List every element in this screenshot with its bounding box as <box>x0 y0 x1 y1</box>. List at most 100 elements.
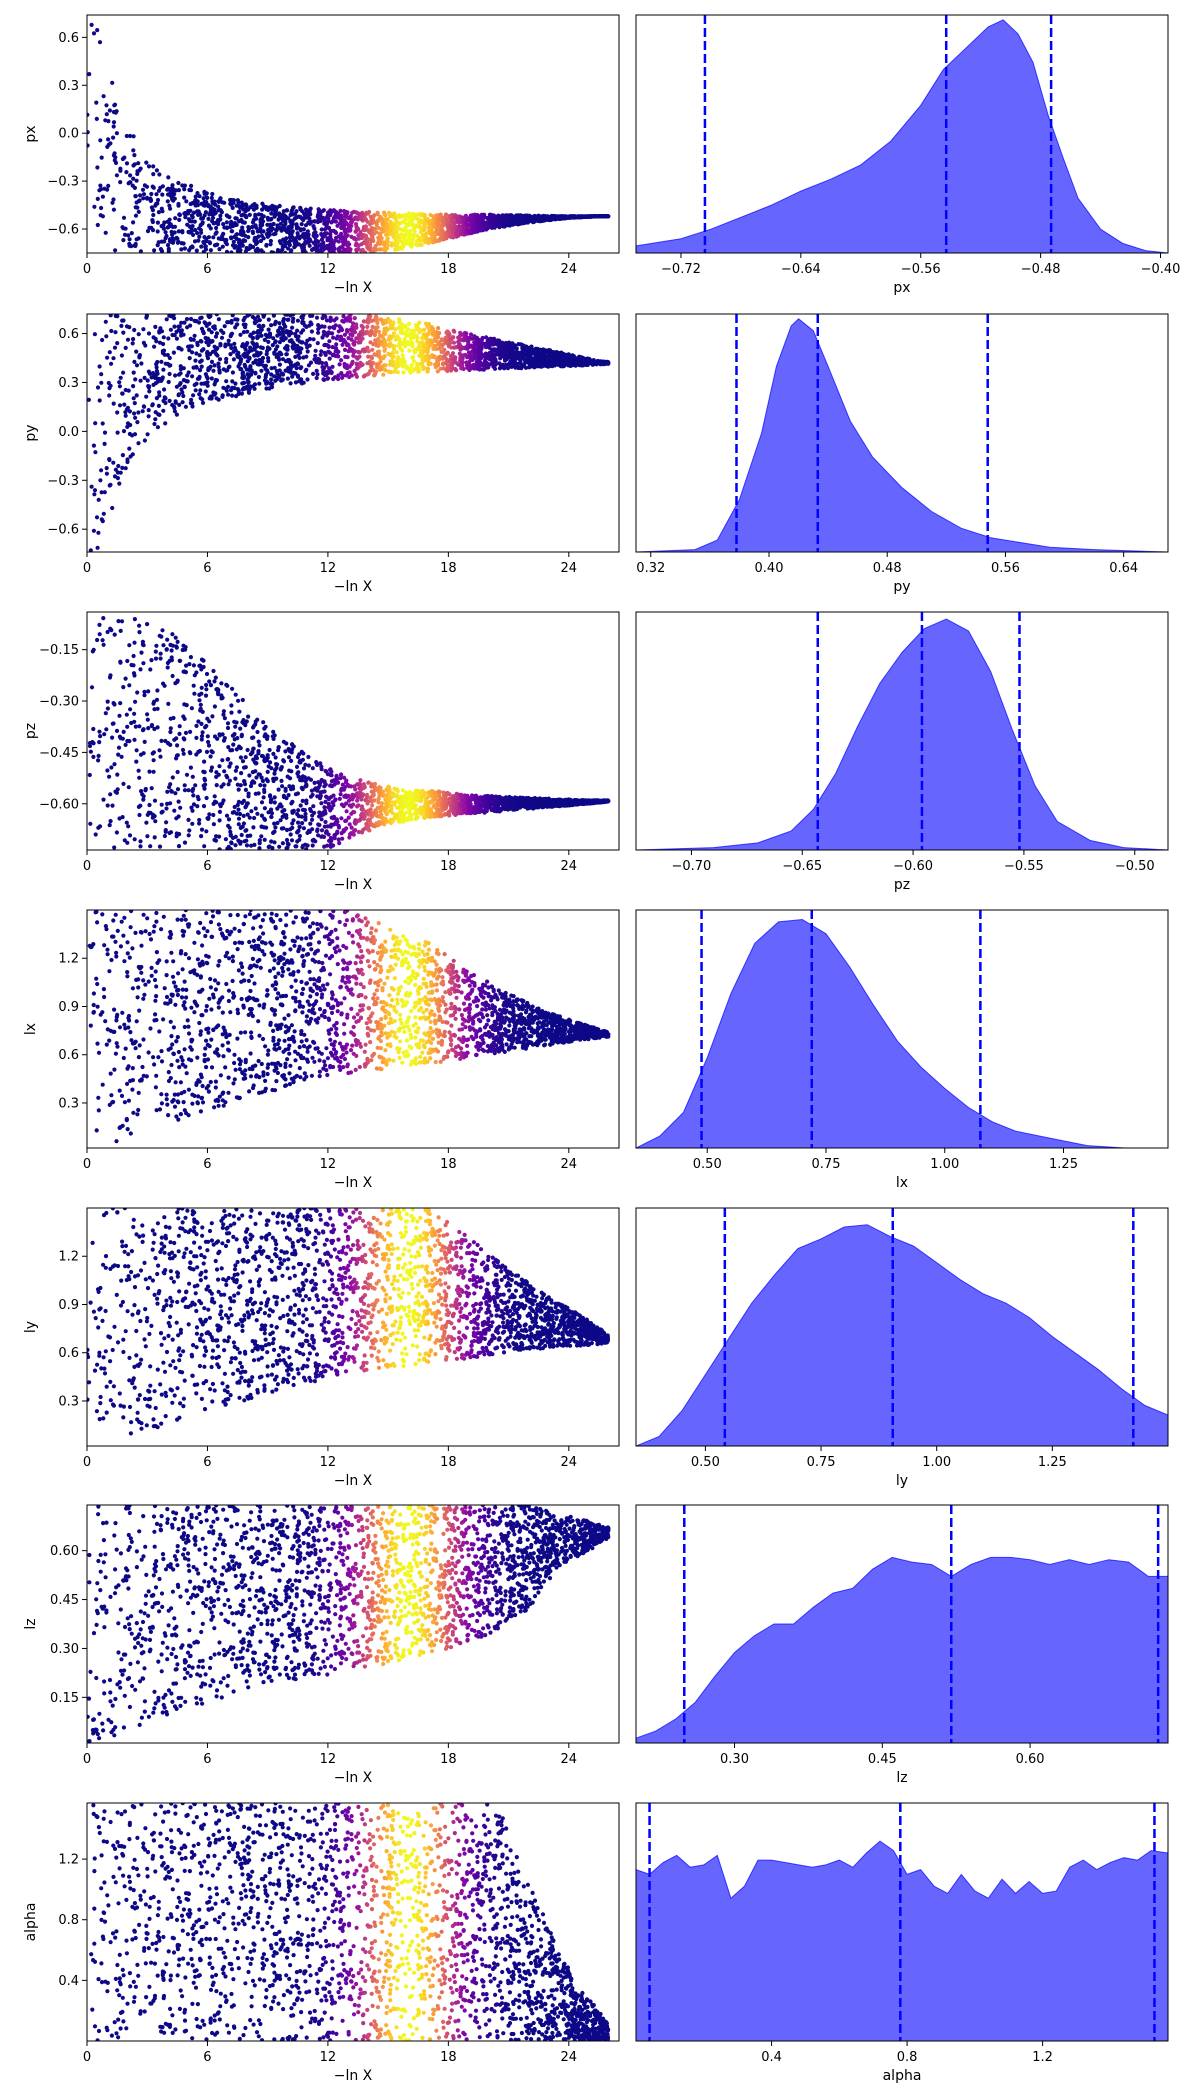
scatter-point <box>103 319 108 324</box>
scatter-point <box>237 209 242 214</box>
scatter-point <box>193 358 198 363</box>
x-tick-label: 0.64 <box>1109 561 1138 576</box>
y-tick-label: 0.6 <box>58 327 79 342</box>
scatter-point <box>600 214 605 219</box>
scatter-point <box>375 212 380 217</box>
scatter-point <box>217 247 222 252</box>
scatter-point <box>197 234 202 239</box>
scatter-point <box>92 488 98 493</box>
scatter-point <box>322 377 327 382</box>
scatter-point <box>118 180 123 185</box>
scatter-point <box>200 216 206 221</box>
scatter-point <box>127 409 132 414</box>
scatter-point <box>266 359 271 364</box>
scatter-point <box>218 213 223 218</box>
scatter-point <box>456 227 461 232</box>
scatter-point <box>338 216 343 221</box>
scatter-point <box>347 318 352 323</box>
scatter-point <box>193 198 198 203</box>
scatter-point <box>420 361 425 366</box>
scatter-point <box>427 228 432 233</box>
scatter-point <box>469 356 474 361</box>
scatter-point <box>368 330 373 335</box>
scatter-point <box>261 363 266 368</box>
scatter-point <box>432 224 437 229</box>
scatter-point <box>257 228 262 233</box>
scatter-point <box>355 356 360 361</box>
scatter-point <box>182 195 187 200</box>
scatter-point <box>299 377 304 382</box>
scatter-point <box>265 334 270 339</box>
scatter-point <box>336 239 341 244</box>
scatter-point <box>466 340 471 345</box>
scatter-point <box>188 323 193 328</box>
scatter-point <box>273 231 278 236</box>
scatter-point <box>437 346 442 351</box>
scatter-point <box>288 231 294 236</box>
scatter-point <box>314 368 319 373</box>
scatter-point <box>484 360 489 365</box>
scatter-point <box>146 384 151 389</box>
scatter-point <box>208 394 213 399</box>
scatter-point <box>452 360 457 365</box>
scatter-point <box>230 393 235 398</box>
scatter-point <box>94 515 100 520</box>
scatter-point <box>150 403 155 408</box>
scatter-point <box>259 368 264 373</box>
scatter-point <box>268 238 273 244</box>
scatter-point <box>258 238 264 243</box>
scatter-point <box>369 354 374 360</box>
scatter-point <box>272 351 277 356</box>
scatter-point <box>141 192 147 197</box>
scatter-point <box>268 242 273 247</box>
scatter-point <box>180 229 185 234</box>
scatter-point <box>266 356 271 361</box>
scatter-point <box>152 248 157 253</box>
scatter-point <box>152 421 157 427</box>
scatter-point <box>230 385 235 390</box>
y-tick-label: 0.3 <box>58 376 79 391</box>
scatter-point <box>286 317 291 322</box>
scatter-point <box>347 370 352 375</box>
scatter-point <box>138 249 143 253</box>
scatter-point <box>435 238 440 243</box>
scatter-point <box>340 318 345 324</box>
scatter-point <box>133 241 138 247</box>
scatter-point <box>233 381 238 386</box>
scatter-point <box>307 216 312 221</box>
scatter-point <box>231 357 236 362</box>
x-tick-label: 12 <box>320 561 337 576</box>
scatter-point <box>150 228 156 233</box>
scatter-point <box>412 334 417 339</box>
scatter-point <box>399 322 404 327</box>
scatter-point <box>147 389 152 394</box>
scatter-point <box>296 362 301 367</box>
scatter-point <box>192 333 197 338</box>
scatter-point <box>120 391 125 396</box>
scatter-point <box>285 376 290 381</box>
scatter-point <box>324 372 329 377</box>
x-tick-label: −0.48 <box>1021 262 1061 277</box>
scatter-point <box>130 183 135 188</box>
scatter-point <box>495 340 500 345</box>
scatter-point <box>322 221 327 226</box>
scatter-point <box>166 224 171 230</box>
scatter-point <box>93 421 98 426</box>
scatter-point <box>303 215 308 220</box>
scatter-point <box>488 339 493 344</box>
scatter-point <box>331 245 336 250</box>
scatter-point <box>371 213 376 218</box>
scatter-point <box>460 360 465 366</box>
scatter-point <box>374 343 379 348</box>
scatter-point <box>443 212 449 217</box>
scatter-point <box>247 386 252 391</box>
scatter-point <box>396 355 401 360</box>
scatter-point <box>216 317 221 322</box>
scatter-point <box>329 237 334 242</box>
scatter-point <box>131 337 136 342</box>
scatter-point <box>314 315 320 320</box>
scatter-point <box>157 172 162 177</box>
scatter-point <box>161 223 166 228</box>
scatter-point <box>151 758 156 763</box>
